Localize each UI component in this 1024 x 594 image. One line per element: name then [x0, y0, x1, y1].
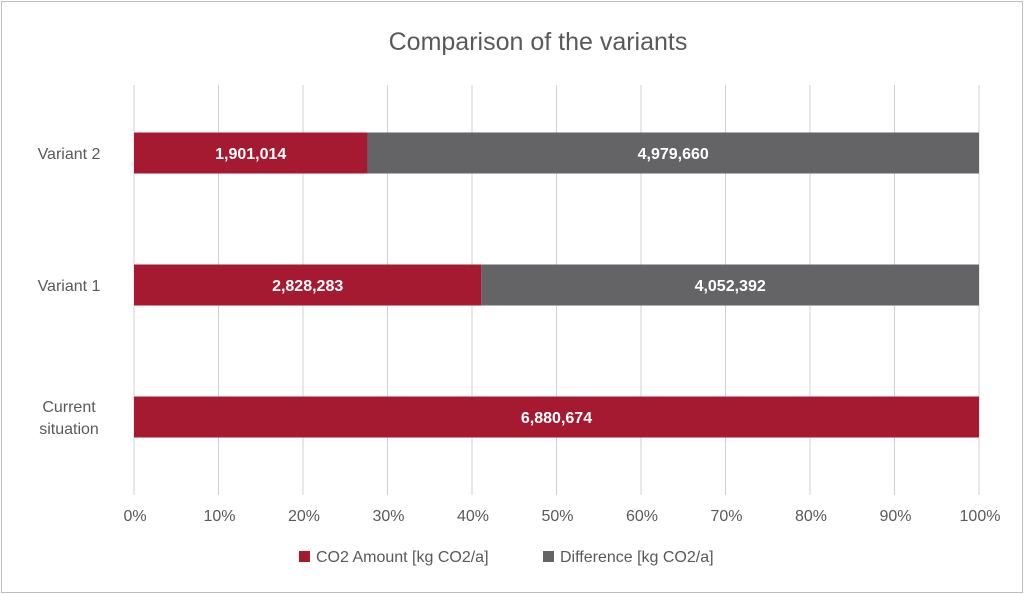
category-label: Variant 1: [38, 278, 101, 295]
bars: 6,880,674 2,828,283 4,052,392 1,901,014 4,97…: [134, 132, 979, 438]
category-label: Current situation: [39, 399, 99, 438]
x-tick-label: 90%: [879, 508, 911, 525]
legend: CO2 Amount [kg CO2/a] Difference [kg CO2…: [299, 549, 714, 566]
x-tick-label: 70%: [710, 508, 742, 525]
x-tick-label: 20%: [288, 508, 320, 525]
x-tick-label: 100%: [960, 508, 1001, 525]
legend-swatch-co2-amount: [299, 551, 310, 562]
legend-label-difference: Difference [kg CO2/a]: [560, 549, 714, 566]
legend-label-co2-amount: CO2 Amount [kg CO2/a]: [316, 549, 489, 566]
bar-segment: [134, 264, 482, 306]
x-axis-ticks: 0% 10% 20% 30% 40% 50% 60% 70% 80% 90% 100%: [123, 508, 1000, 525]
x-tick-label: 40%: [457, 508, 489, 525]
x-tick-label: 80%: [795, 508, 827, 525]
data-label: 4,052,392: [695, 278, 766, 295]
category-label: Variant 2: [38, 146, 101, 163]
bar-segment: [134, 132, 368, 174]
bar-segment: [481, 264, 979, 306]
category-labels: Current situation Variant 1 Variant 2: [38, 146, 101, 438]
data-label: 2,828,283: [272, 278, 343, 295]
x-tick-label: 10%: [203, 508, 235, 525]
x-tick-label: 0%: [123, 508, 146, 525]
data-label: 4,979,660: [638, 146, 709, 163]
x-tick-label: 50%: [541, 508, 573, 525]
chart-title: Comparison of the variants: [389, 28, 688, 56]
data-label: 6,880,674: [521, 410, 592, 427]
data-label: 1,901,014: [215, 146, 286, 163]
bar-segment: [134, 396, 979, 438]
x-tick-label: 60%: [626, 508, 658, 525]
x-tick-label: 30%: [372, 508, 404, 525]
legend-swatch-difference: [543, 551, 554, 562]
bar-segment: [367, 132, 979, 174]
